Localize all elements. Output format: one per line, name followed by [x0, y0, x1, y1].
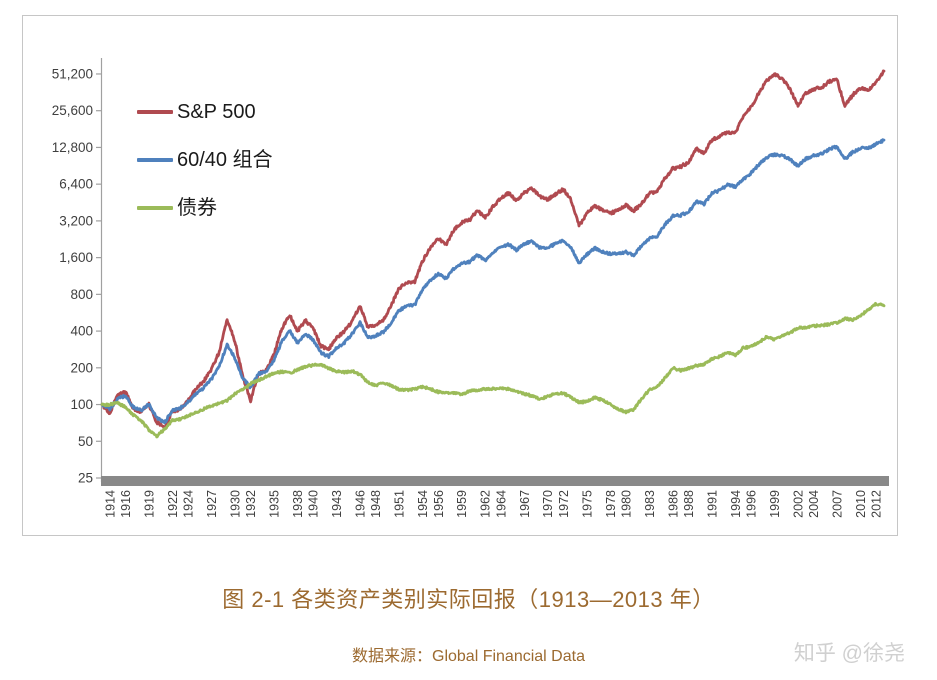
x-tick-label: 1972	[557, 490, 571, 518]
legend-label-60-40-portfolio: 60/40 组合	[177, 149, 273, 171]
x-tick-label: 1967	[518, 490, 532, 518]
x-tick-label: 2004	[807, 490, 821, 518]
x-tick-label: 1951	[393, 490, 407, 518]
legend-label-sp500: S&P 500	[177, 101, 256, 123]
series-line-2	[100, 301, 886, 439]
x-tick-label: 2002	[791, 490, 805, 518]
x-tick-label: 1919	[142, 490, 156, 518]
x-tick-label: 1975	[580, 490, 594, 518]
x-tick-label: 1948	[369, 490, 383, 518]
legend-item-60-40-portfolio: 60/40 组合	[137, 149, 273, 171]
series-line-1	[100, 138, 886, 425]
x-tick-label: 1956	[432, 490, 446, 518]
bonds-line-swatch-icon	[137, 206, 173, 210]
x-tick-label: 1943	[330, 490, 344, 518]
x-tick-label: 1994	[729, 490, 743, 518]
chart-legend: S&P 500 60/40 组合 债券	[137, 101, 273, 219]
x-tick-label: 1940	[307, 490, 321, 518]
x-tick-label: 2007	[831, 490, 845, 518]
x-tick-label: 1932	[244, 490, 258, 518]
sp500-line-swatch-icon	[137, 110, 173, 114]
x-axis-bar	[101, 476, 889, 486]
watermark: 知乎 @徐尧	[793, 642, 905, 665]
y-tick-label: 25	[78, 471, 93, 486]
x-tick-label: 1930	[228, 490, 242, 518]
y-tick-label: 100	[70, 397, 93, 412]
x-tick-label: 2012	[870, 490, 884, 518]
y-tick-label: 6,400	[59, 177, 93, 192]
x-tick-label: 1924	[182, 490, 196, 518]
x-tick-label: 1978	[604, 490, 618, 518]
y-tick-label: 3,200	[59, 213, 93, 228]
x-tick-label: 1964	[494, 490, 508, 518]
x-tick-label: 1946	[354, 490, 368, 518]
y-tick-label: 51,200	[52, 66, 93, 81]
x-tick-label: 2010	[854, 490, 868, 518]
line-chart: 25 50 100 200 400 800 1,600 3,200 6,400 12,800 25,…	[52, 58, 889, 518]
x-tick-label: 1980	[619, 490, 633, 518]
y-tick-label: 1,600	[59, 250, 93, 265]
x-tick-label: 1983	[643, 490, 657, 518]
x-tick-label: 1986	[666, 490, 680, 518]
x-tick-label: 1999	[768, 490, 782, 518]
chart-frame	[22, 15, 898, 536]
x-tick-label: 1954	[416, 490, 430, 518]
y-tick-label: 50	[78, 434, 93, 449]
x-tick-label: 1959	[455, 490, 469, 518]
legend-item-bonds: 债券	[137, 197, 273, 219]
x-tick-label: 1988	[682, 490, 696, 518]
x-tick-label: 1938	[291, 490, 305, 518]
x-tick-label: 1970	[541, 490, 555, 518]
x-tick-label: 1991	[705, 490, 719, 518]
x-tick-label: 1914	[103, 490, 117, 518]
data-source-note: 数据来源：Global Financial Data	[352, 648, 585, 665]
x-tick-label: 1935	[268, 490, 282, 518]
portfolio-line-swatch-icon	[137, 158, 173, 162]
x-tick-label: 1922	[166, 490, 180, 518]
y-tick-label: 400	[70, 324, 93, 339]
x-tick-label: 1927	[205, 490, 219, 518]
x-tick-label: 1996	[745, 490, 759, 518]
legend-label-bonds: 债券	[177, 197, 217, 219]
figure-caption: 图 2-1 各类资产类别实际回报（1913—2013 年）	[222, 587, 715, 612]
y-tick-label: 25,600	[52, 103, 93, 118]
y-tick-label: 800	[70, 287, 93, 302]
series-line-0	[100, 69, 886, 431]
x-tick-label: 1916	[119, 490, 133, 518]
legend-item-sp500: S&P 500	[137, 101, 273, 123]
x-tick-label: 1962	[479, 490, 493, 518]
y-tick-label: 200	[70, 360, 93, 375]
y-tick-label: 12,800	[52, 140, 93, 155]
